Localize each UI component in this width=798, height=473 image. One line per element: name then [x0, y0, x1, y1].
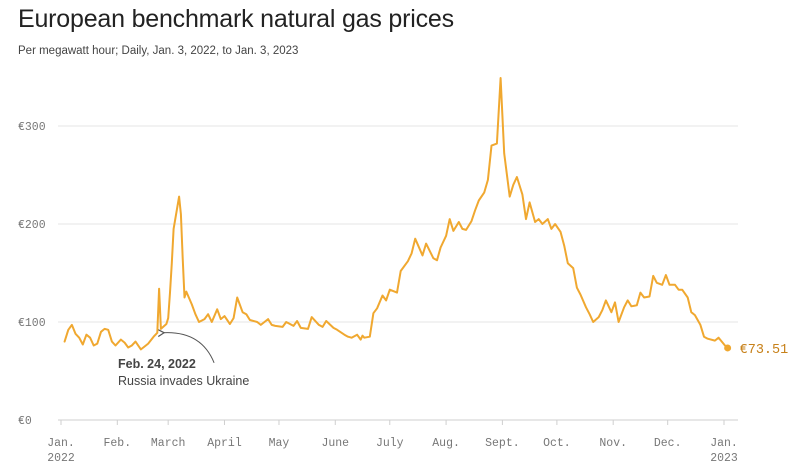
y-tick-label: €300 — [18, 121, 46, 134]
x-tick-label: March — [151, 437, 186, 450]
end-point — [724, 344, 732, 352]
chart-title: European benchmark natural gas prices — [18, 5, 454, 33]
x-tick-label: May — [269, 437, 290, 450]
x-tick-label: July — [376, 437, 404, 450]
x-tick-label: April — [207, 437, 242, 450]
y-axis: €0 €100 €200 €300 — [18, 121, 46, 428]
x-tick-label: Feb. — [104, 437, 132, 450]
x-tick-label: Nov. — [599, 437, 627, 450]
x-tick-label: Oct. — [543, 437, 571, 450]
x-tick-sublabel: 2023 — [710, 452, 738, 465]
end-value-label: €73.51 — [740, 343, 789, 358]
y-tick-label: €100 — [18, 317, 46, 330]
chart-subtitle: Per megawatt hour; Daily, Jan. 3, 2022, … — [18, 45, 299, 57]
x-tick-label: Dec. — [654, 437, 682, 450]
x-tick-label: Sept. — [485, 437, 520, 450]
x-tick-sublabel: 2022 — [47, 452, 75, 465]
annotation: Feb. 24, 2022 Russia invades Ukraine — [118, 333, 249, 388]
x-tick-label: Jan. — [710, 437, 738, 450]
x-axis: Jan. 2022 Feb. March April May June July Aug. Sep… — [47, 420, 738, 465]
x-tick-label: June — [321, 437, 349, 450]
annotation-arrow — [163, 333, 215, 363]
y-tick-label: €0 — [18, 415, 32, 428]
x-tick-label: Aug. — [432, 437, 460, 450]
gridlines — [58, 125, 738, 421]
series-line — [63, 77, 729, 351]
annotation-date: Feb. 24, 2022 — [118, 357, 196, 371]
series-group — [63, 77, 729, 351]
x-tick-label: Jan. — [47, 437, 75, 450]
y-tick-label: €200 — [18, 219, 46, 232]
annotation-text: Russia invades Ukraine — [118, 374, 249, 388]
